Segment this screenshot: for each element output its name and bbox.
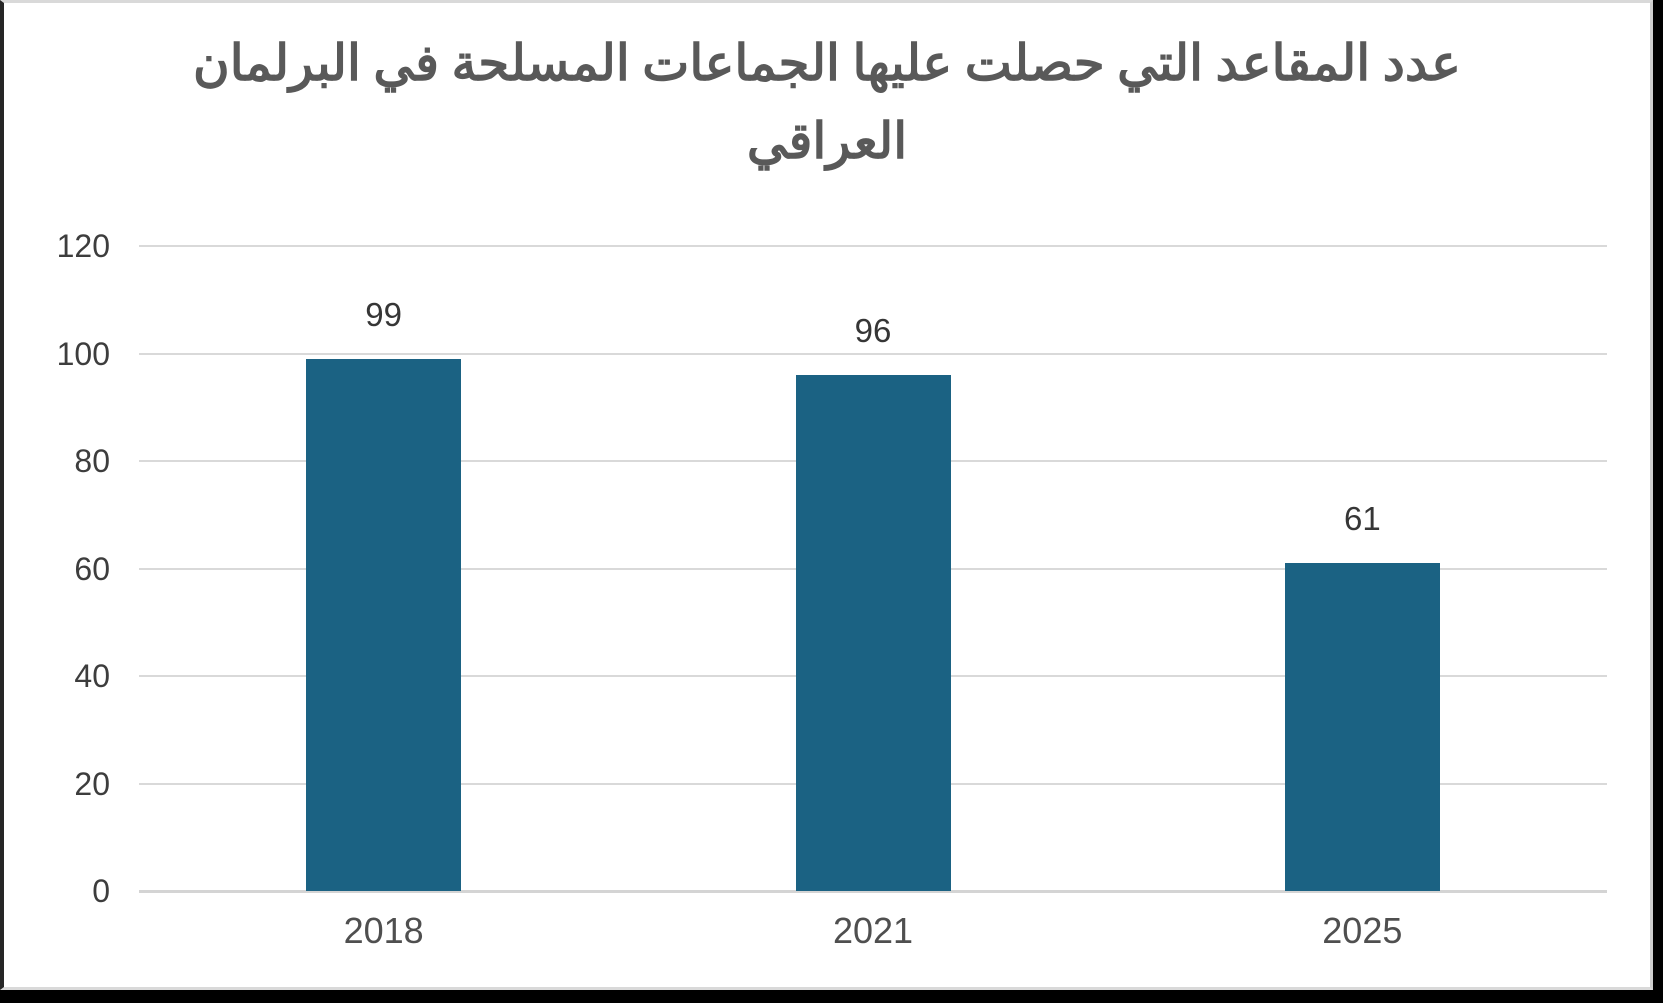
x-axis-line <box>139 890 1607 893</box>
chart-title: عدد المقاعد التي حصلت عليها الجماعات الم… <box>4 25 1650 180</box>
x-axis-category-label: 2018 <box>343 910 424 951</box>
x-axis-category-label: 2025 <box>1322 910 1403 951</box>
bar <box>306 358 462 891</box>
gridline <box>139 352 1607 355</box>
y-axis-tick-label: 40 <box>74 658 110 694</box>
y-axis-tick-label: 120 <box>56 228 110 264</box>
chart-title-text: عدد المقاعد التي حصلت عليها الجماعات الم… <box>193 35 1461 169</box>
y-axis-tick-label: 0 <box>92 873 110 909</box>
y-axis-tick-label: 100 <box>56 335 110 372</box>
bar-value-label: 61 <box>1343 500 1381 538</box>
y-axis-tick-label: 80 <box>74 443 110 479</box>
y-axis-tick-label: 60 <box>74 550 110 587</box>
bar-value-label: 96 <box>854 312 892 349</box>
y-axis-tick-label: 20 <box>74 765 110 802</box>
bar <box>1284 563 1440 891</box>
gridline <box>139 245 1607 247</box>
bar <box>795 375 951 891</box>
bar-value-label: 99 <box>365 295 403 333</box>
x-axis-category-label: 2021 <box>832 910 914 951</box>
